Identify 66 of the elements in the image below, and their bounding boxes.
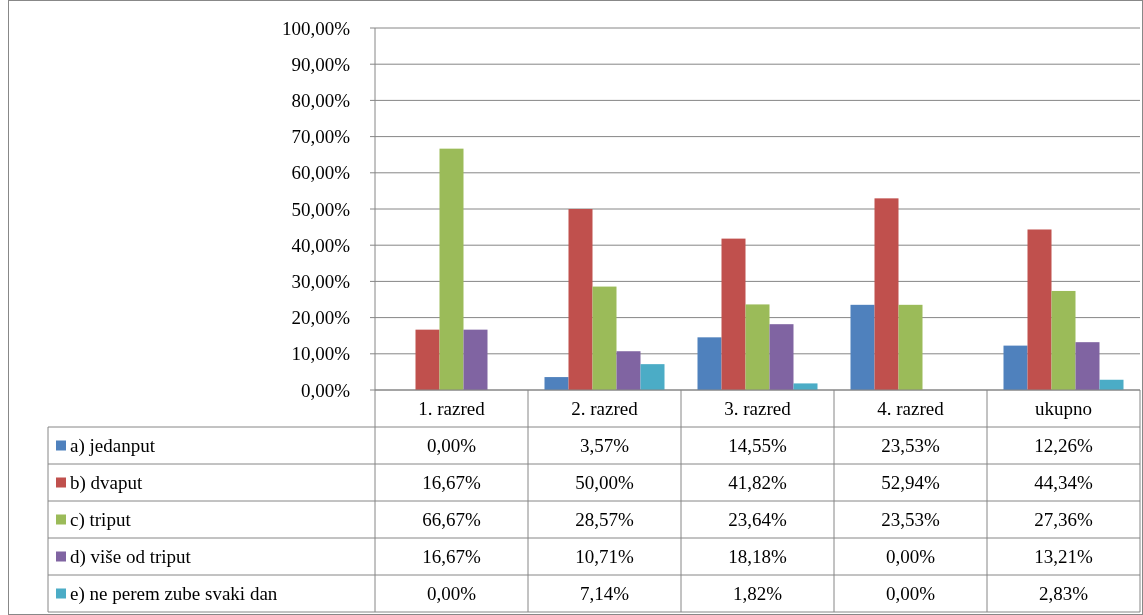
y-tick-label: 60,00% [291, 162, 351, 184]
y-tick-label: 20,00% [291, 307, 351, 329]
y-tick-label: 10,00% [291, 343, 351, 365]
bar [793, 383, 818, 390]
bar [745, 304, 770, 390]
bar [616, 351, 641, 390]
data-label: 16,67% [422, 472, 481, 494]
data-label: 10,71% [575, 546, 634, 568]
legend-label: a) jedanput [70, 435, 156, 458]
data-label: 12,26% [1034, 435, 1093, 457]
data-label: 28,57% [575, 509, 634, 531]
x-tick-label: 2. razred [571, 398, 639, 420]
x-tick-label: ukupno [1035, 398, 1092, 420]
legend-label: e) ne perem zube svaki dan [70, 583, 278, 606]
bar [1027, 229, 1052, 390]
y-tick-label: 40,00% [291, 234, 351, 256]
data-label: 44,34% [1034, 472, 1093, 494]
data-label: 13,21% [1034, 546, 1093, 568]
data-label: 27,36% [1034, 509, 1093, 531]
data-label: 2,83% [1038, 583, 1089, 605]
data-label: 0,00% [426, 583, 477, 605]
legend-label: b) dvaput [70, 472, 144, 495]
bar [1051, 290, 1076, 390]
bar [898, 304, 923, 390]
bar [415, 329, 440, 390]
data-label: 50,00% [575, 472, 634, 494]
bar [1075, 342, 1100, 390]
y-tick-label: 0,00% [300, 379, 351, 401]
y-tick-label: 70,00% [291, 126, 351, 148]
y-tick-label: 90,00% [291, 53, 351, 75]
data-label: 16,67% [422, 546, 481, 568]
data-label: 66,67% [422, 509, 481, 531]
y-tick-label: 100,00% [281, 17, 351, 39]
data-label: 18,18% [728, 546, 787, 568]
data-label: 41,82% [728, 472, 787, 494]
bar [769, 324, 794, 390]
x-tick-label: 3. razred [724, 398, 792, 420]
y-tick-label: 50,00% [291, 198, 351, 220]
y-tick-label: 30,00% [291, 271, 351, 293]
bar [568, 209, 593, 390]
x-tick-label: 4. razred [877, 398, 945, 420]
legend-label: c) triput [70, 509, 132, 532]
data-label: 7,14% [579, 583, 630, 605]
bar [463, 329, 488, 390]
data-label: 0,00% [885, 583, 936, 605]
bar [592, 286, 617, 390]
bar [850, 304, 875, 390]
data-label: 23,64% [728, 509, 787, 531]
bar [1003, 345, 1028, 390]
data-label: 0,00% [885, 546, 936, 568]
data-label: 1,82% [732, 583, 783, 605]
bar [874, 198, 899, 390]
bar [721, 238, 746, 390]
data-label: 52,94% [881, 472, 940, 494]
x-tick-label: 1. razred [418, 398, 486, 420]
bar [640, 364, 665, 390]
bar [697, 337, 722, 390]
bar [439, 148, 464, 390]
data-label: 14,55% [728, 435, 787, 457]
bar [544, 377, 569, 390]
legend-label: d) više od triput [70, 546, 192, 569]
data-label: 23,53% [881, 435, 940, 457]
y-tick-label: 80,00% [291, 90, 351, 112]
data-label: 3,57% [579, 435, 630, 457]
data-label: 0,00% [426, 435, 477, 457]
data-label: 23,53% [881, 509, 940, 531]
